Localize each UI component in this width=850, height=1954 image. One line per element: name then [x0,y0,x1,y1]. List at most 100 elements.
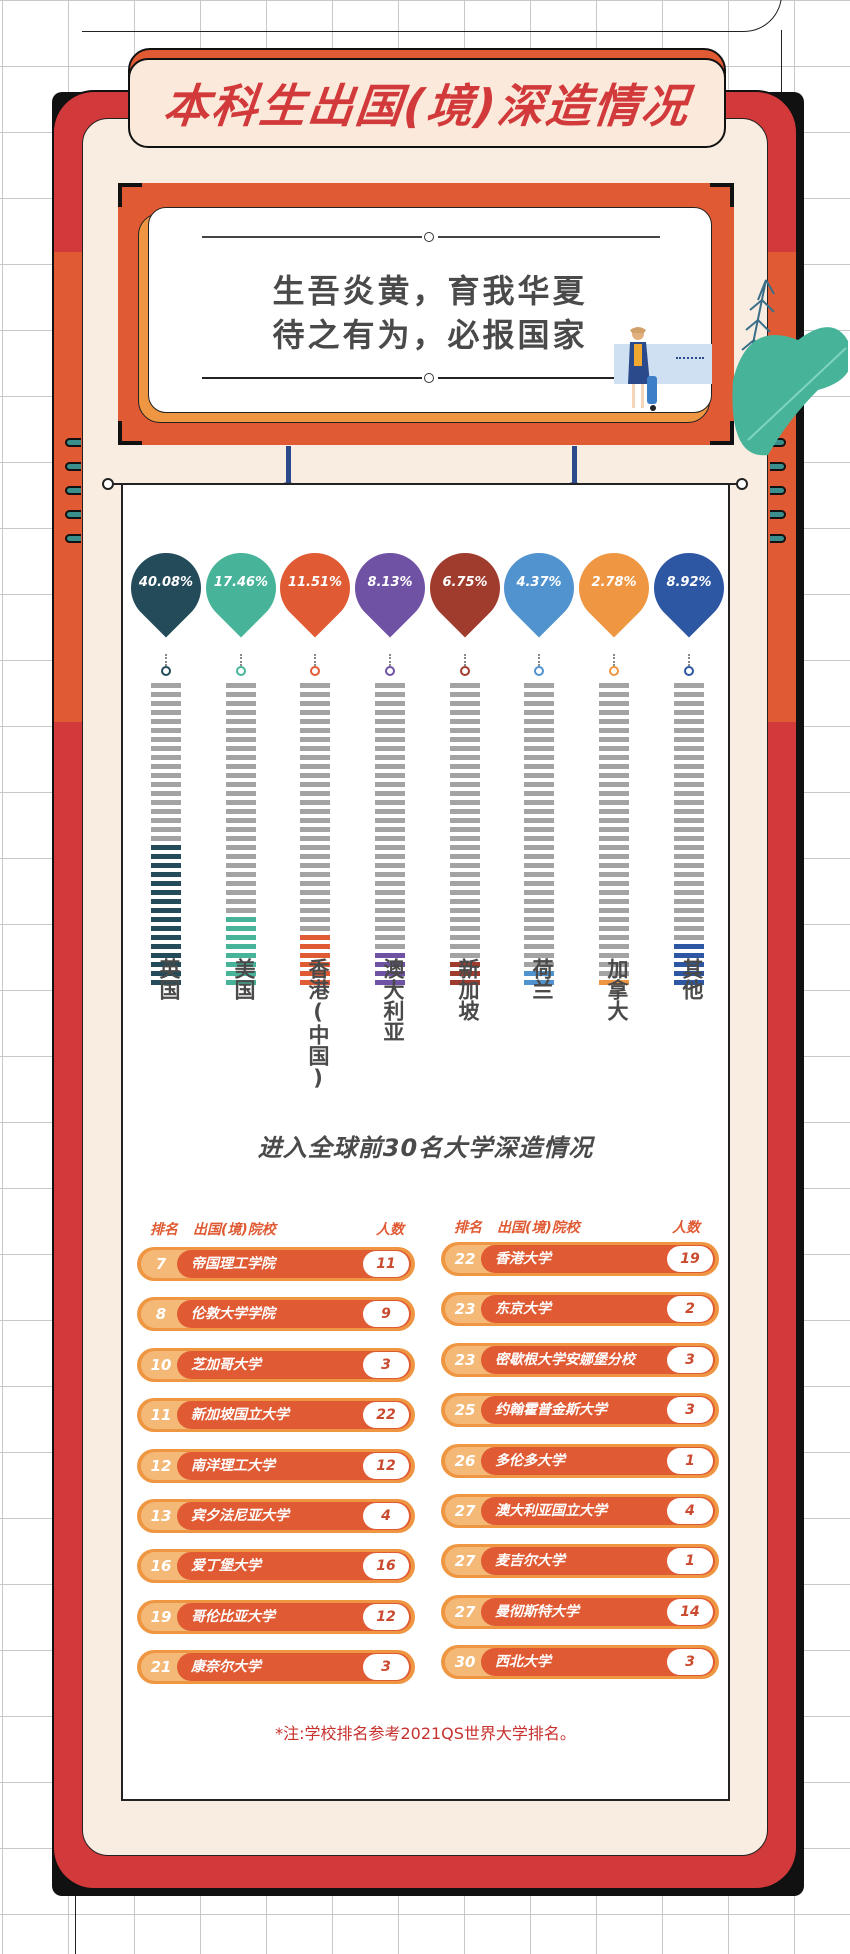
bar-segment [226,971,256,976]
bar-segment [674,701,704,706]
rank-value: 25 [454,1401,476,1420]
student-count: 11 [363,1251,409,1277]
bar-segment [375,881,405,886]
bar-segment [674,881,704,886]
bar-segment [599,926,629,931]
bar-segment [226,899,256,904]
bar-segment [524,872,554,877]
bar-segment [524,818,554,823]
bar-segment [524,980,554,985]
bar-segment [151,926,181,931]
bar-segment [151,701,181,706]
percentage-label: 4.37% [516,575,562,590]
bar-segment [151,854,181,859]
bar-segment [674,890,704,895]
bar-segment [226,962,256,967]
pin-ring [310,666,320,676]
rank-value: 30 [454,1653,476,1672]
bar-segment [524,845,554,850]
bar-segment [375,746,405,751]
ranking-row: 27 曼彻斯特大学 14 [441,1594,719,1629]
bar-segment [599,899,629,904]
chart-pin: 2.78% [564,538,664,676]
bar-segment [524,782,554,787]
corner-bracket [710,421,734,445]
bar-segment [151,746,181,751]
bar-segment [674,728,704,733]
ranking-row: 7 帝国理工学院 11 [137,1247,415,1281]
bar-segment [450,953,480,958]
country-label: 香港(中国) [306,958,330,1090]
bar-segment [674,791,704,796]
bar-segment [300,782,330,787]
bar-segment [151,782,181,787]
bar-segment [599,944,629,949]
bar-segment [300,755,330,760]
bar-segment [226,719,256,724]
bar-segment [599,683,629,688]
rank-value: 23 [454,1300,476,1319]
bar-segment [599,782,629,787]
bar-segment [524,917,554,922]
bar-segment [674,827,704,832]
divider-dot [424,232,434,242]
bar-segment [450,917,480,922]
percentage-label: 6.75% [442,575,488,590]
divider [438,377,660,379]
rank-value: 19 [150,1607,172,1626]
bar-segment [674,962,704,967]
header-count: 人数 [672,1220,700,1236]
bar-segment [450,728,480,733]
bar-segment [375,737,405,742]
student-count: 3 [667,1649,713,1676]
bar-segment [300,701,330,706]
bar-segment [450,800,480,805]
bar-segment [226,953,256,958]
bar-segment [226,818,256,823]
school-name: 曼彻斯特大学 [495,1603,579,1620]
percentage-label: 8.92% [666,575,712,590]
school-name: 爱丁堡大学 [191,1558,261,1575]
school-name: 伦敦大学学院 [191,1306,275,1323]
bar-segment [674,764,704,769]
ranking-row: 23 密歇根大学安娜堡分校 3 [441,1342,719,1377]
panel-rail [110,483,740,485]
bar-segment [524,755,554,760]
bar-segment [151,953,181,958]
country-label: 荷兰 [530,958,554,1000]
bar-segment [375,899,405,904]
student-count: 19 [667,1246,713,1272]
bar-segment [450,872,480,877]
bar-segment [226,746,256,751]
bar-segment [524,746,554,751]
ranking-row: 16 爱丁堡大学 16 [137,1549,415,1584]
bar-segment [300,872,330,877]
bar-segment [524,953,554,958]
student-count: 22 [363,1402,409,1429]
divider [202,236,422,238]
bar-segment [151,818,181,823]
bar-segment [226,809,256,814]
slogan-line-1: 生吾炎黄，育我华夏 [272,272,588,310]
pin-ring [236,666,246,676]
bar-segment [450,971,480,976]
bar-segment [599,764,629,769]
bar-segment [226,845,256,850]
bar-segment [375,791,405,796]
page-title: 本科生出国(境)深造情况 [160,79,693,133]
country-label: 加拿大 [605,958,629,1021]
bar-segment [599,872,629,877]
bar-segment [300,773,330,778]
bar-segment [375,800,405,805]
bar-segment [450,764,480,769]
pin-stem [389,654,391,666]
bar-segment [226,944,256,949]
corner-bracket [118,183,142,207]
bar-segment [226,683,256,688]
bar-segment [599,881,629,886]
bar-segment [375,971,405,976]
student-count: 3 [667,1346,713,1373]
student-count: 2 [667,1296,713,1323]
chart-pin: 17.46% [191,538,291,676]
bar-segment [151,962,181,967]
